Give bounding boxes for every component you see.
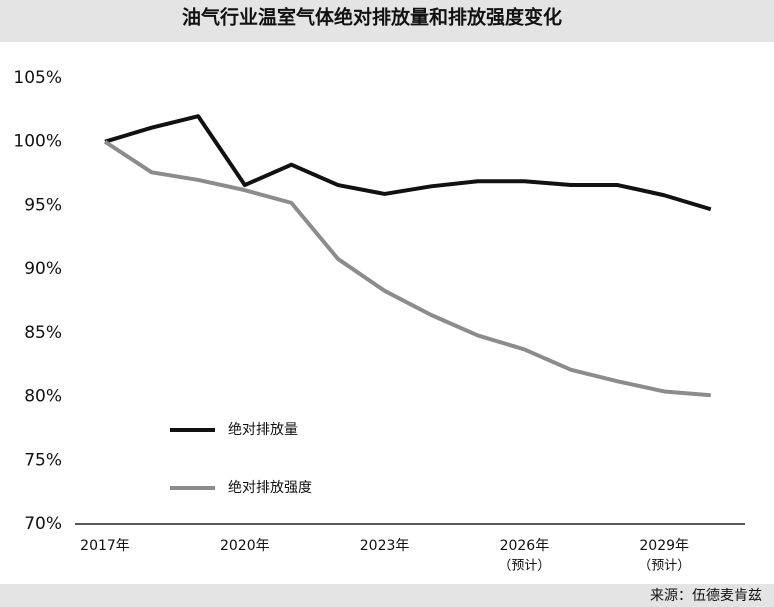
legend-label: 绝对排放量: [228, 422, 298, 438]
x-tick-label: 2020年: [220, 538, 270, 554]
chart-title: 油气行业温室气体绝对排放量和排放强度变化: [182, 6, 562, 29]
x-tick-label: 2029年: [639, 538, 689, 554]
x-tick-label: 2026年: [500, 538, 550, 554]
y-tick-label: 95%: [24, 195, 62, 215]
x-tick-label: 2023年: [360, 538, 410, 554]
x-tick-sublabel: （预计）: [638, 559, 690, 574]
y-tick-label: 100%: [13, 132, 62, 152]
series-line: [103, 140, 711, 398]
legend-label: 绝对排放强度: [228, 480, 312, 496]
y-tick-label: 80%: [24, 387, 62, 407]
series-line: [104, 114, 712, 212]
y-tick-label: 75%: [24, 450, 62, 470]
y-tick-label: 105%: [13, 68, 62, 88]
y-tick-label: 90%: [24, 259, 62, 279]
x-tick-label: 2017年: [80, 538, 130, 554]
footer-band: [0, 584, 774, 607]
source: 来源：伍德麦肯兹: [650, 588, 762, 604]
title-band: [0, 0, 774, 42]
y-tick-label: 85%: [24, 323, 62, 343]
x-tick-sublabel: （预计）: [498, 559, 550, 574]
y-tick-label: 70%: [24, 514, 62, 534]
